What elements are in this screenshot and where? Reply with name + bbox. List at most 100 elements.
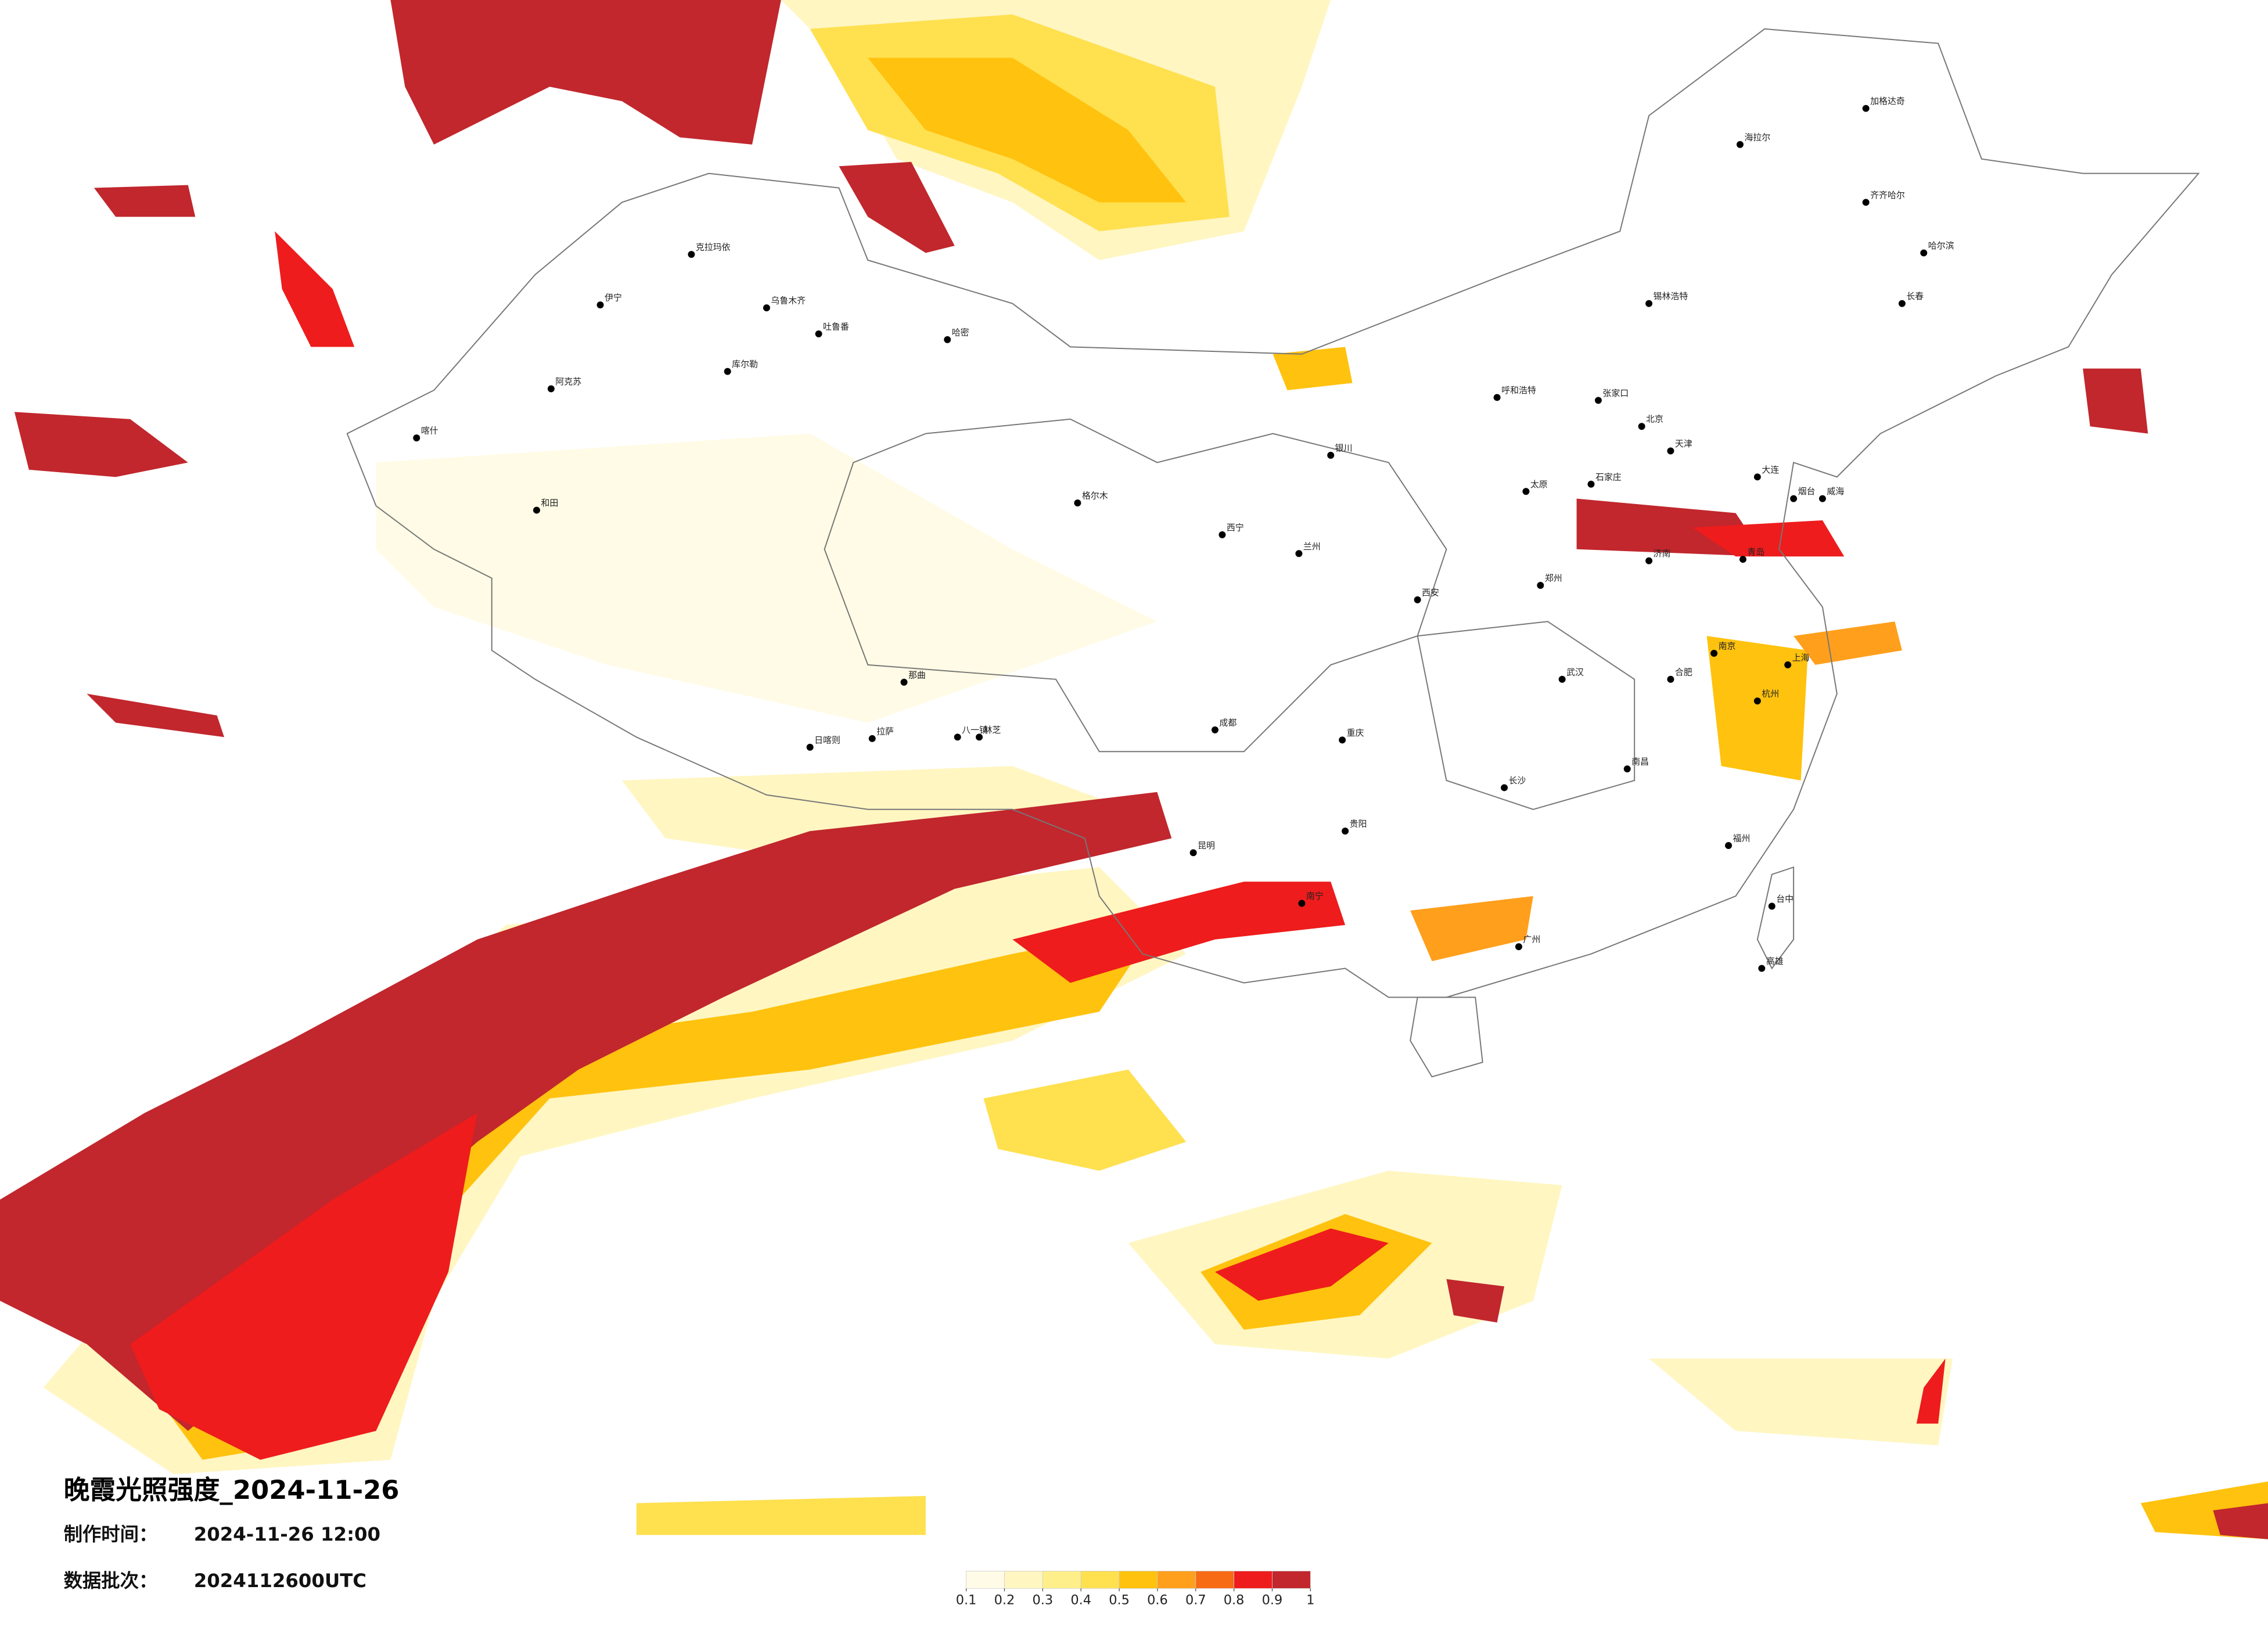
city-label: 太原 [1530, 479, 1548, 490]
city-label: 喀什 [421, 426, 438, 436]
legend-tick-label: 0.4 [1070, 1593, 1091, 1608]
legend-tick-label: 0.3 [1033, 1593, 1054, 1608]
city-dot [1623, 765, 1631, 773]
city-label: 张家口 [1602, 388, 1629, 398]
city-dot [1790, 495, 1798, 502]
legend-tick-label: 0.6 [1147, 1593, 1168, 1608]
city-label: 武汉 [1566, 667, 1584, 677]
city-label: 大连 [1762, 465, 1779, 475]
city-label: 吐鲁番 [823, 321, 849, 332]
city-dot [944, 336, 951, 343]
legend-swatch [1195, 1571, 1234, 1589]
city-label: 乌鲁木齐 [771, 296, 806, 306]
city-dot [1667, 447, 1674, 455]
city-dot [815, 330, 822, 337]
city-dot [1739, 556, 1746, 563]
city-dot [596, 301, 604, 309]
city-dot [1920, 249, 1928, 257]
city-dot [1558, 675, 1566, 683]
city-label: 南宁 [1306, 891, 1324, 901]
city-label: 哈尔滨 [1928, 240, 1954, 251]
city-dot [413, 434, 420, 442]
legend-swatch [1042, 1571, 1081, 1589]
legend: 0.1 0.2 0.3 0.4 0.5 0.6 0.7 0.8 0.9 1 [956, 1571, 1314, 1608]
city-dot [1758, 965, 1766, 972]
city-dot [976, 733, 983, 741]
city-dot [1189, 849, 1197, 857]
legend-tick-label: 0.1 [956, 1593, 977, 1608]
city-label: 兰州 [1303, 541, 1321, 552]
city-label: 杭州 [1762, 689, 1779, 699]
city-dot [1342, 828, 1349, 835]
made-time-label: 制作时间： [64, 1523, 158, 1545]
made-time-value: 2024-11-26 12:00 [194, 1523, 380, 1545]
city-dot [1753, 697, 1761, 705]
city-label: 广州 [1523, 934, 1540, 945]
city-dot [763, 304, 770, 312]
legend-tick-label: 0.8 [1224, 1593, 1245, 1608]
legend-swatch [966, 1571, 1005, 1589]
city-label: 重庆 [1347, 728, 1364, 738]
city-dot [1339, 736, 1346, 744]
city-dot [1645, 300, 1653, 307]
city-label: 南昌 [1631, 757, 1649, 767]
legend-swatch [1272, 1571, 1311, 1589]
city-dot [1219, 531, 1226, 538]
city-label: 北京 [1646, 414, 1663, 425]
city-dot [1298, 900, 1306, 907]
legend-swatch [1004, 1571, 1043, 1589]
city-label: 合肥 [1675, 667, 1692, 677]
city-label: 长沙 [1509, 775, 1526, 786]
city-dot [1327, 452, 1335, 459]
city-label: 海拉尔 [1744, 132, 1770, 142]
city-label: 南京 [1719, 641, 1736, 652]
legend-swatch [1157, 1571, 1196, 1589]
city-dot [1587, 480, 1595, 488]
city-dot [1493, 394, 1501, 401]
city-dot [724, 368, 731, 375]
city-label: 济南 [1654, 548, 1671, 559]
city-label: 长春 [1906, 291, 1924, 301]
city-label: 郑州 [1545, 573, 1562, 584]
city-dot [1295, 550, 1303, 557]
city-label: 锡林浩特 [1654, 291, 1688, 301]
city-dot [1414, 596, 1421, 603]
city-dot [1501, 784, 1508, 792]
city-dot [1753, 473, 1761, 481]
city-label: 八一镇 [962, 725, 988, 735]
city-dot [1515, 943, 1522, 951]
city-dot [533, 506, 540, 514]
legend-tick-label: 0.7 [1185, 1593, 1206, 1608]
city-label: 日喀则 [814, 735, 840, 745]
city-dot [1537, 582, 1544, 589]
city-label: 林芝 [983, 725, 1001, 735]
city-dot [1074, 499, 1081, 507]
city-label: 拉萨 [876, 726, 894, 736]
heat-layer [0, 0, 2268, 1539]
city-dot [1862, 105, 1870, 112]
city-dot [1594, 397, 1602, 404]
legend-swatch [1119, 1571, 1158, 1589]
legend-tick-label: 0.9 [1262, 1593, 1283, 1608]
city-dot [1645, 557, 1653, 564]
batch-value: 2024112600UTC [194, 1570, 366, 1592]
city-label: 西安 [1422, 587, 1439, 598]
city-label: 库尔勒 [732, 359, 758, 369]
city-label: 成都 [1219, 717, 1237, 728]
city-label: 和田 [541, 498, 558, 508]
city-label: 西宁 [1227, 522, 1244, 533]
city-label: 哈密 [952, 327, 969, 337]
city-dot [1818, 495, 1826, 502]
city-dot [1898, 300, 1906, 307]
city-dot [1768, 902, 1775, 910]
city-label: 天津 [1675, 438, 1692, 449]
city-label: 克拉玛依 [696, 242, 731, 253]
city-label: 那曲 [908, 670, 926, 680]
city-label: 昆明 [1198, 840, 1215, 851]
city-label: 福州 [1733, 833, 1751, 844]
city-dot [900, 678, 908, 686]
city-label: 呼和浩特 [1501, 385, 1536, 395]
